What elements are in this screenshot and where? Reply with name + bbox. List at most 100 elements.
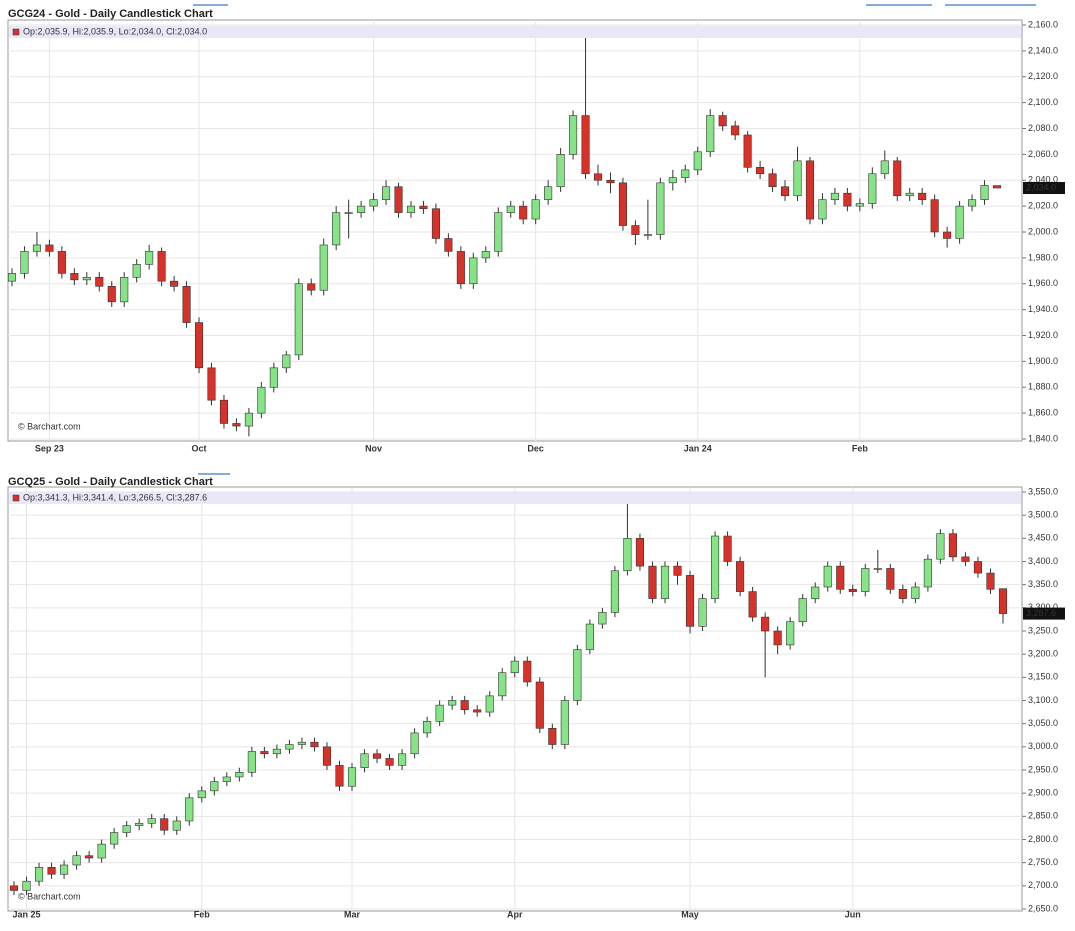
candle-body: [998, 588, 1008, 614]
candle-body: [798, 598, 807, 623]
candle-body: [232, 423, 241, 427]
candle-body: [247, 751, 256, 773]
candle-body: [319, 244, 328, 291]
candle-body: [95, 276, 104, 287]
y-tick-label: 1,920.0: [1028, 330, 1058, 340]
candle-body: [398, 753, 407, 766]
candle-body: [194, 322, 204, 369]
candle-body: [145, 251, 154, 265]
y-tick-label: 3,200.0: [1028, 649, 1058, 659]
y-tick-label: 2,000.0: [1028, 226, 1058, 236]
y-tick-label: 2,850.0: [1028, 811, 1058, 821]
candle-body: [918, 192, 927, 200]
candle-body: [748, 591, 757, 618]
candle-body: [222, 776, 231, 782]
candle-body: [34, 866, 44, 882]
candle-body: [681, 169, 690, 178]
candle-body: [905, 192, 914, 197]
y-tick-label: 1,840.0: [1028, 433, 1058, 443]
candle-body: [948, 533, 957, 558]
x-tick-label: Dec: [527, 443, 544, 453]
y-tick-label: 3,500.0: [1028, 510, 1058, 520]
candle-body: [32, 244, 41, 252]
info-bar: [9, 492, 1021, 504]
watermark: © Barchart.com: [18, 421, 81, 431]
candle-body: [132, 264, 141, 278]
info-text: Op:3,341.3, Hi:3,341.4, Lo:3,266.5, Cl:3…: [23, 492, 207, 502]
x-tick-label: Mar: [344, 909, 361, 919]
candle-body: [830, 192, 839, 200]
candle-body: [581, 115, 590, 175]
candle-body: [473, 709, 482, 713]
candle-body: [310, 741, 319, 748]
candle-body: [560, 700, 569, 745]
candle-body: [598, 612, 607, 625]
candle-body: [693, 151, 702, 171]
candle-body: [510, 660, 519, 673]
y-tick-label: 2,140.0: [1028, 45, 1058, 55]
candle-body: [635, 538, 645, 567]
candle-body: [886, 568, 895, 590]
y-tick-label: 2,160.0: [1028, 19, 1058, 29]
plot-frame: [7, 19, 1023, 442]
candle-body: [706, 115, 715, 153]
candle-body: [643, 234, 652, 236]
candle-body: [573, 649, 582, 701]
y-tick-label: 1,900.0: [1028, 356, 1058, 366]
candle-body: [307, 283, 316, 291]
candle-body: [285, 744, 294, 750]
candle-body: [756, 167, 765, 175]
y-tick-label: 2,020.0: [1028, 201, 1058, 211]
candle-body: [7, 273, 17, 282]
x-tick-label: Oct: [192, 443, 207, 453]
candle-body: [469, 257, 478, 285]
candle-body: [82, 276, 91, 281]
candle-body: [160, 818, 169, 831]
x-tick-label: May: [681, 909, 699, 919]
candle-body: [45, 244, 54, 252]
y-tick-label: 3,400.0: [1028, 556, 1058, 566]
candle-body: [898, 588, 907, 599]
y-tick-label: 2,060.0: [1028, 149, 1058, 159]
candle-body: [369, 199, 378, 207]
candle-body: [456, 251, 465, 285]
candle-body: [992, 185, 1002, 189]
candle-body: [257, 386, 266, 414]
candle-body: [711, 535, 720, 599]
candle-body: [444, 238, 453, 252]
candle-body: [848, 588, 857, 592]
candle-body: [618, 182, 627, 226]
candle-body: [357, 205, 366, 213]
candle-body: [157, 251, 166, 282]
y-tick-label: 2,100.0: [1028, 97, 1058, 107]
y-tick-label: 3,450.0: [1028, 533, 1058, 543]
candle-body: [930, 199, 939, 233]
candle-body: [110, 832, 119, 845]
candle-body: [955, 205, 964, 239]
candle-body: [20, 251, 29, 274]
x-tick-label: Feb: [194, 909, 211, 919]
candle-body: [410, 732, 419, 755]
y-tick-label: 1,940.0: [1028, 304, 1058, 314]
y-tick-label: 3,350.0: [1028, 579, 1058, 589]
candle-body: [394, 186, 403, 213]
y-tick-label: 2,900.0: [1028, 788, 1058, 798]
candle-body: [344, 212, 353, 214]
candle-body: [494, 212, 503, 252]
candle-body: [786, 621, 795, 646]
candle-body: [548, 727, 557, 745]
y-tick-label: 2,750.0: [1028, 857, 1058, 867]
candle-body: [818, 199, 827, 220]
x-tick-label: Feb: [852, 443, 869, 453]
candle-body: [631, 225, 640, 235]
candle-body: [244, 412, 253, 427]
candle-body: [107, 286, 116, 303]
candle-body: [72, 855, 81, 866]
y-tick-label: 2,040.0: [1028, 175, 1058, 185]
chart-title: GCQ25 - Gold - Daily Candlestick Chart: [8, 476, 213, 488]
candle-body: [85, 855, 94, 859]
candle-body: [435, 704, 444, 722]
candle-body: [723, 535, 732, 562]
candle-body: [182, 286, 191, 323]
x-tick-label: Jan 24: [684, 443, 712, 453]
